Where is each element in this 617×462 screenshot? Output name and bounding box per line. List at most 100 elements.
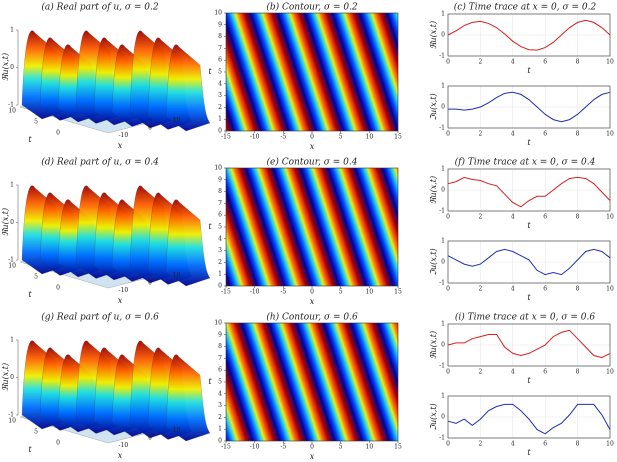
x-axis-label: t [527, 138, 531, 147]
t-axis-label: t [28, 445, 32, 454]
y-tick-label: 1 [441, 238, 445, 245]
x-axis-label: t [527, 221, 531, 230]
x-axis-label: x [118, 451, 123, 460]
y-tick-label: 0 [441, 259, 445, 266]
x-tick-label: 6 [543, 369, 547, 376]
frame [447, 395, 611, 439]
y-tick-label: 7 [218, 200, 222, 207]
x-tick-label: 10 [606, 369, 614, 376]
z-tick-label: 1 [10, 337, 14, 344]
x-tick-label: 10 [366, 444, 374, 451]
x-tick-label: 8 [576, 214, 580, 221]
x-tick-label: 4 [511, 131, 515, 138]
x-tick-label: 0 [310, 444, 314, 451]
x-tick-label: 8 [576, 59, 580, 66]
t-tick-label: 5 [34, 274, 38, 281]
x-tick-label: 10 [606, 131, 614, 138]
y-tick-label: 10 [214, 320, 222, 327]
x-tick-label: 8 [576, 286, 580, 293]
trace-line [447, 248, 611, 276]
y-tick-label: 8 [218, 33, 222, 40]
y-tick-label: 6 [218, 367, 222, 374]
chart-title: (h) Contour, σ = 0.6 [266, 312, 358, 323]
y-tick-label: 2 [218, 414, 222, 421]
x-tick-label: -10 [250, 444, 260, 451]
y-tick-label: -1 [439, 53, 445, 60]
x-tick-label: 4 [511, 369, 515, 376]
y-tick-label: 9 [218, 176, 222, 183]
chart-title: (d) Real part of u, σ = 0.4 [41, 157, 159, 168]
x-tick-label: 10 [366, 289, 374, 296]
y-tick-label: -1 [439, 363, 445, 370]
y-tick-label: -1 [439, 125, 445, 132]
x-axis-label: x [118, 296, 123, 305]
y-tick-label: -1 [439, 208, 445, 215]
x-tick-label: 6 [543, 59, 547, 66]
x-tick-label: 10 [173, 427, 181, 434]
frame [447, 168, 611, 212]
chart-title: (b) Contour, σ = 0.2 [266, 2, 358, 13]
surface-ridge [165, 354, 211, 442]
t-tick-label: 0 [56, 440, 60, 447]
x-tick-label: 2 [478, 214, 482, 221]
chart-title: (c) Time trace at x = 0, σ = 0.2 [454, 2, 597, 13]
contour-field [226, 323, 398, 441]
x-tick-label: 8 [576, 131, 580, 138]
x-tick-label: 15 [394, 289, 402, 296]
y-tick-label: 0 [218, 283, 222, 290]
y-tick-label: 6 [218, 212, 222, 219]
frame [447, 85, 611, 129]
y-tick-label: 4 [218, 390, 222, 397]
t-axis-label: t [28, 290, 32, 299]
y-axis-label: ℜu(x,t) [429, 331, 438, 359]
z-tick-label: 1 [10, 27, 14, 34]
y-tick-label: 1 [218, 271, 222, 278]
z-axis-label: ℜu(x,t) [1, 208, 10, 236]
x-tick-label: 5 [339, 444, 343, 451]
x-axis-label: x [310, 452, 315, 461]
y-tick-label: 1 [441, 166, 445, 173]
y-tick-label: 8 [218, 188, 222, 195]
y-tick-label: 0 [441, 342, 445, 349]
z-tick-label: 1 [10, 182, 14, 189]
x-axis-label: x [310, 297, 315, 306]
y-axis-label: ℜu(x,t) [429, 176, 438, 204]
z-tick-label: 0 [10, 64, 14, 71]
trace-line [447, 329, 611, 359]
x-tick-label: 10 [606, 441, 614, 448]
y-tick-label: 0 [441, 104, 445, 111]
x-tick-label: -5 [280, 134, 286, 141]
x-tick-label: 0 [148, 125, 152, 132]
y-tick-label: -1 [439, 435, 445, 442]
y-axis-label: t [208, 222, 212, 231]
y-axis-label: t [208, 377, 212, 386]
y-tick-label: 2 [218, 259, 222, 266]
x-tick-label: 2 [478, 441, 482, 448]
x-tick-label: -10 [118, 132, 128, 139]
y-tick-label: 7 [218, 45, 222, 52]
y-tick-label: 8 [218, 343, 222, 350]
x-tick-label: -10 [118, 287, 128, 294]
surface-ridge [165, 199, 211, 287]
chart-title: (e) Contour, σ = 0.4 [267, 157, 358, 168]
x-axis-label: x [310, 142, 315, 151]
z-tick-label: 0 [10, 374, 14, 381]
surface-ridge [165, 44, 211, 132]
x-tick-label: 6 [543, 286, 547, 293]
contour-field [226, 13, 398, 131]
x-tick-label: 0 [310, 134, 314, 141]
y-axis-label: ℑu(x,t) [429, 248, 438, 275]
x-axis-label: t [527, 66, 531, 75]
x-tick-label: 4 [511, 286, 515, 293]
x-tick-label: 10 [366, 134, 374, 141]
trace-line [448, 91, 611, 123]
y-tick-label: 3 [218, 402, 222, 409]
x-tick-label: 0 [446, 59, 450, 66]
t-tick-label: 5 [34, 119, 38, 126]
t-tick-label: 0 [56, 130, 60, 137]
y-tick-label: 9 [218, 21, 222, 28]
x-tick-label: -10 [118, 442, 128, 449]
x-tick-label: 0 [446, 214, 450, 221]
y-tick-label: 2 [218, 104, 222, 111]
